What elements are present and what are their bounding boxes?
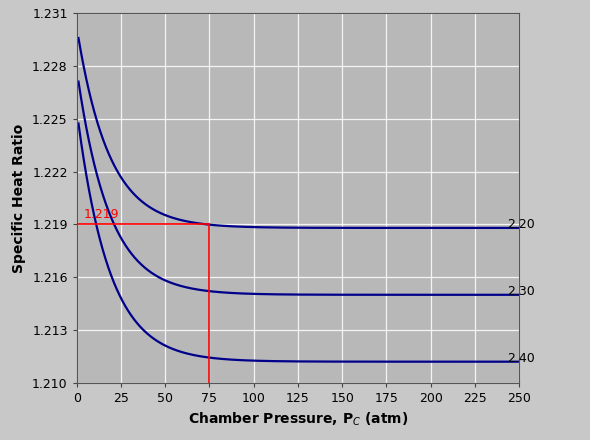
Text: 2.30: 2.30 <box>507 285 535 298</box>
Text: 1.219: 1.219 <box>84 208 119 221</box>
Text: 2.20: 2.20 <box>507 218 535 231</box>
Text: 2.40: 2.40 <box>507 352 535 365</box>
Y-axis label: Specific Heat Ratio: Specific Heat Ratio <box>12 123 27 273</box>
X-axis label: Chamber Pressure, P$_C$ (atm): Chamber Pressure, P$_C$ (atm) <box>188 411 408 428</box>
